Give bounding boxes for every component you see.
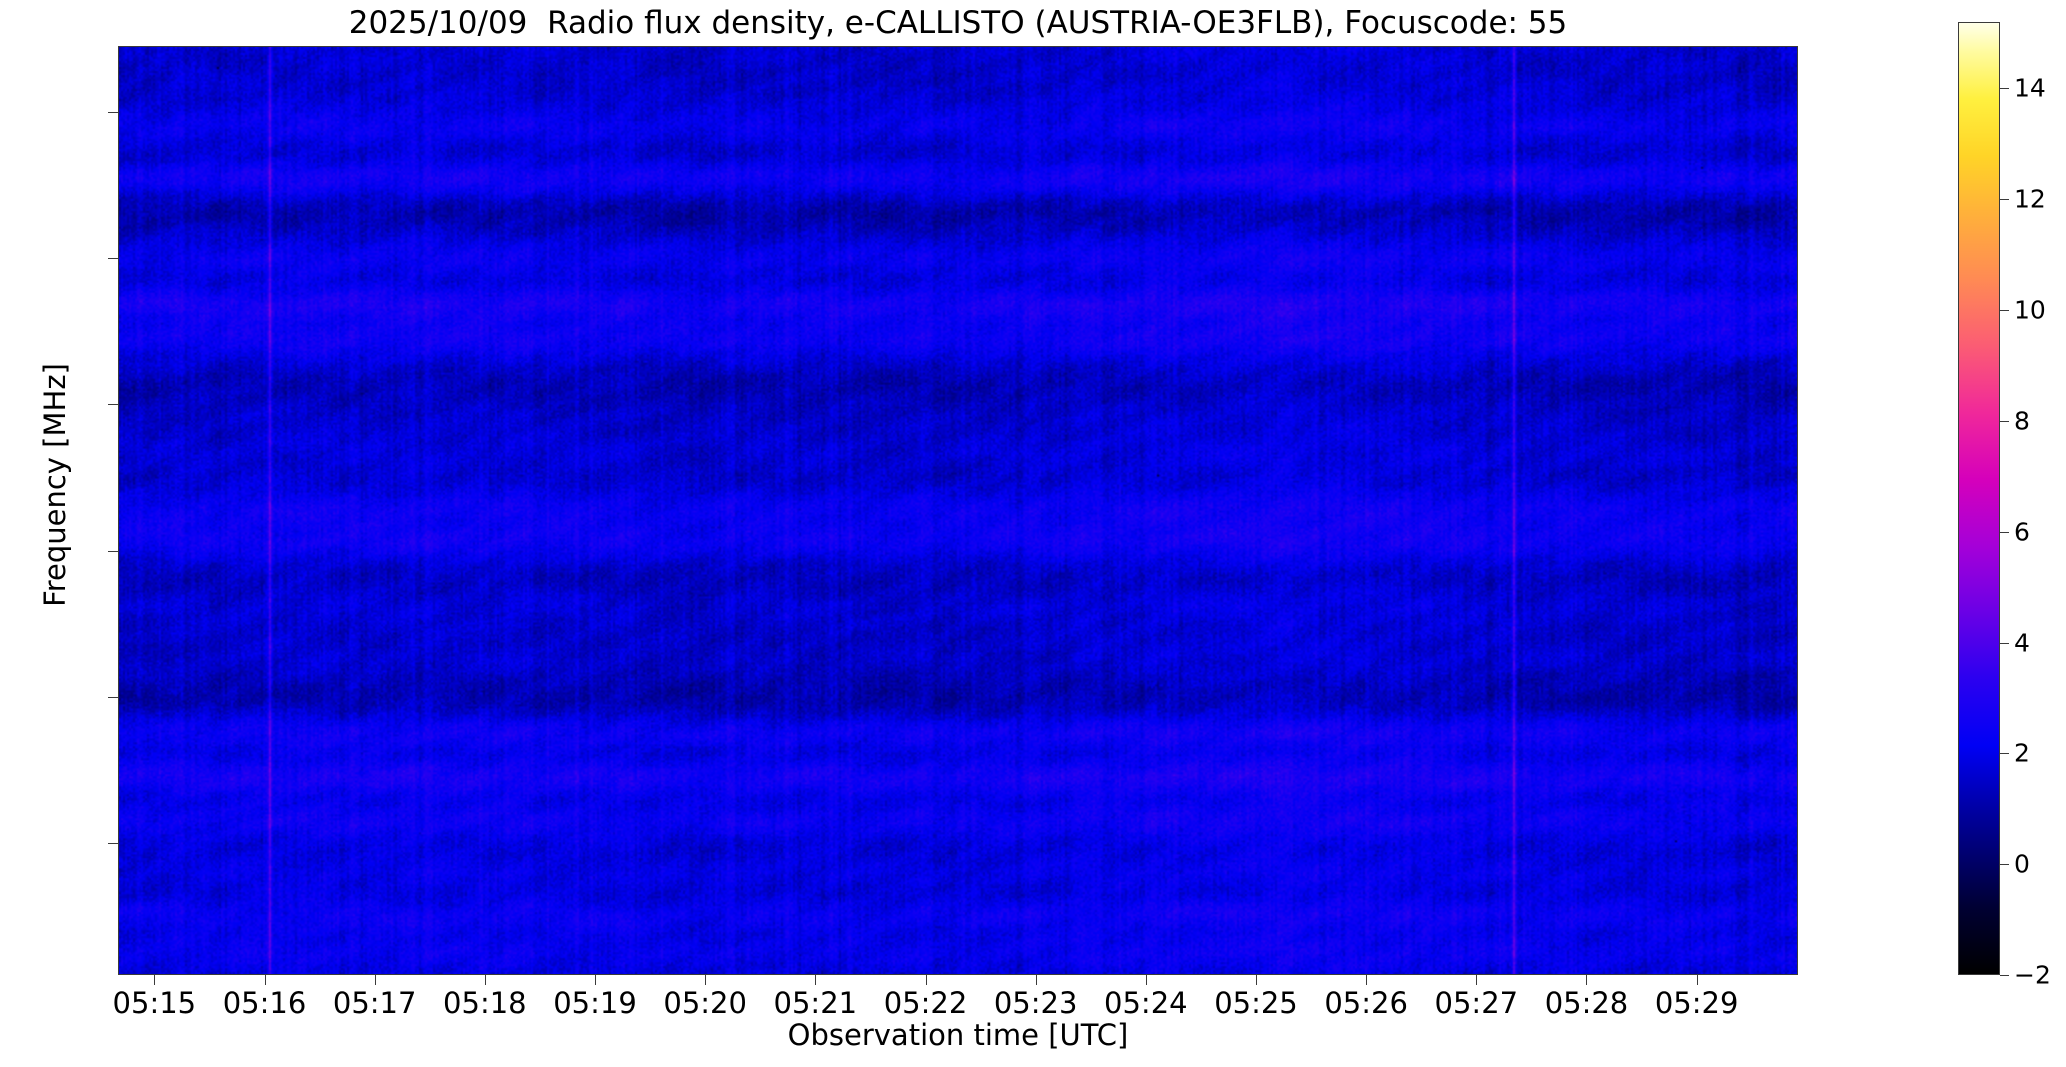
colorbar-tick-mark	[2000, 88, 2009, 90]
spectrogram-canvas[interactable]	[119, 47, 1797, 974]
y-axis-tick-mark	[108, 843, 118, 845]
x-axis-tick-label: 05:18	[443, 986, 527, 1020]
x-axis-tick-mark	[595, 975, 596, 985]
page-title: 2025/10/09 Radio flux density, e-CALLIST…	[348, 5, 1568, 41]
colorbar-tick-mark	[2000, 642, 2009, 644]
x-axis-tick-mark	[154, 975, 156, 985]
colorbar-tick-label: −2	[2014, 960, 2051, 990]
x-axis-tick-mark	[1366, 975, 1368, 985]
x-axis-tick-mark	[705, 975, 707, 985]
colorbar-tick-mark	[2000, 753, 2009, 755]
x-axis-tick-mark	[1476, 975, 1478, 985]
x-axis-tick-label: 05:20	[663, 986, 747, 1020]
y-axis-tick-mark	[108, 258, 118, 260]
x-axis-tick-label: 05:24	[1104, 986, 1188, 1020]
x-axis-tick-mark	[1696, 975, 1698, 985]
x-axis-tick-label: 05:16	[222, 986, 307, 1020]
colorbar-tick-mark	[2000, 420, 2009, 422]
x-axis-label: Observation time [UTC]	[787, 1018, 1129, 1052]
colorbar-tick-label: 12	[2014, 184, 2046, 214]
x-axis-tick-mark	[1145, 975, 1147, 985]
colorbar-tick-mark	[2000, 531, 2009, 533]
x-axis-tick-label: 05:28	[1544, 986, 1629, 1020]
colorbar-tick-label: 6	[2014, 517, 2030, 547]
colorbar-tick-mark	[2000, 975, 2009, 976]
colorbar-tick-label: 8	[2014, 406, 2030, 436]
x-axis-tick-label: 05:22	[883, 986, 968, 1020]
x-axis-tick-mark	[1255, 975, 1257, 985]
x-axis-tick-label: 05:15	[112, 986, 197, 1020]
spectrogram-plot-area[interactable]	[118, 46, 1798, 975]
x-axis-tick-label: 05:25	[1214, 986, 1298, 1020]
colorbar-tick-label: 0	[2014, 849, 2030, 879]
y-axis-tick-mark	[108, 404, 118, 406]
x-axis-tick-mark	[1035, 975, 1037, 985]
x-axis-tick-label: 05:29	[1654, 986, 1739, 1020]
colorbar-tick-mark	[2000, 199, 2009, 201]
x-axis-tick-mark	[374, 975, 376, 985]
colorbar-tick-label: 14	[2014, 73, 2046, 103]
colorbar-gradient	[1959, 23, 1999, 974]
x-axis-tick-label: 05:19	[553, 986, 637, 1020]
colorbar[interactable]	[1958, 22, 2000, 975]
x-axis-tick-label: 05:23	[993, 986, 1078, 1020]
x-axis-tick-mark	[925, 975, 927, 985]
x-axis-tick-mark	[815, 975, 817, 985]
x-axis-tick-mark	[484, 975, 486, 985]
x-axis-tick-mark	[1586, 975, 1588, 985]
y-axis-tick-mark	[108, 550, 118, 552]
colorbar-tick-label: 4	[2014, 628, 2030, 658]
y-axis-label: Frequency [MHz]	[38, 363, 72, 607]
colorbar-tick-mark	[2000, 310, 2009, 312]
y-axis-tick-mark	[108, 697, 118, 699]
colorbar-tick-label: 10	[2014, 295, 2046, 325]
y-axis-tick-mark	[108, 111, 118, 113]
colorbar-tick-label: 2	[2014, 738, 2030, 768]
x-axis-tick-label: 05:26	[1324, 986, 1408, 1020]
x-axis-tick-label: 05:27	[1434, 986, 1519, 1020]
x-axis-tick-label: 05:21	[773, 986, 858, 1020]
x-axis-tick-mark	[264, 975, 266, 985]
colorbar-tick-mark	[2000, 864, 2009, 866]
x-axis-tick-label: 05:17	[332, 986, 417, 1020]
